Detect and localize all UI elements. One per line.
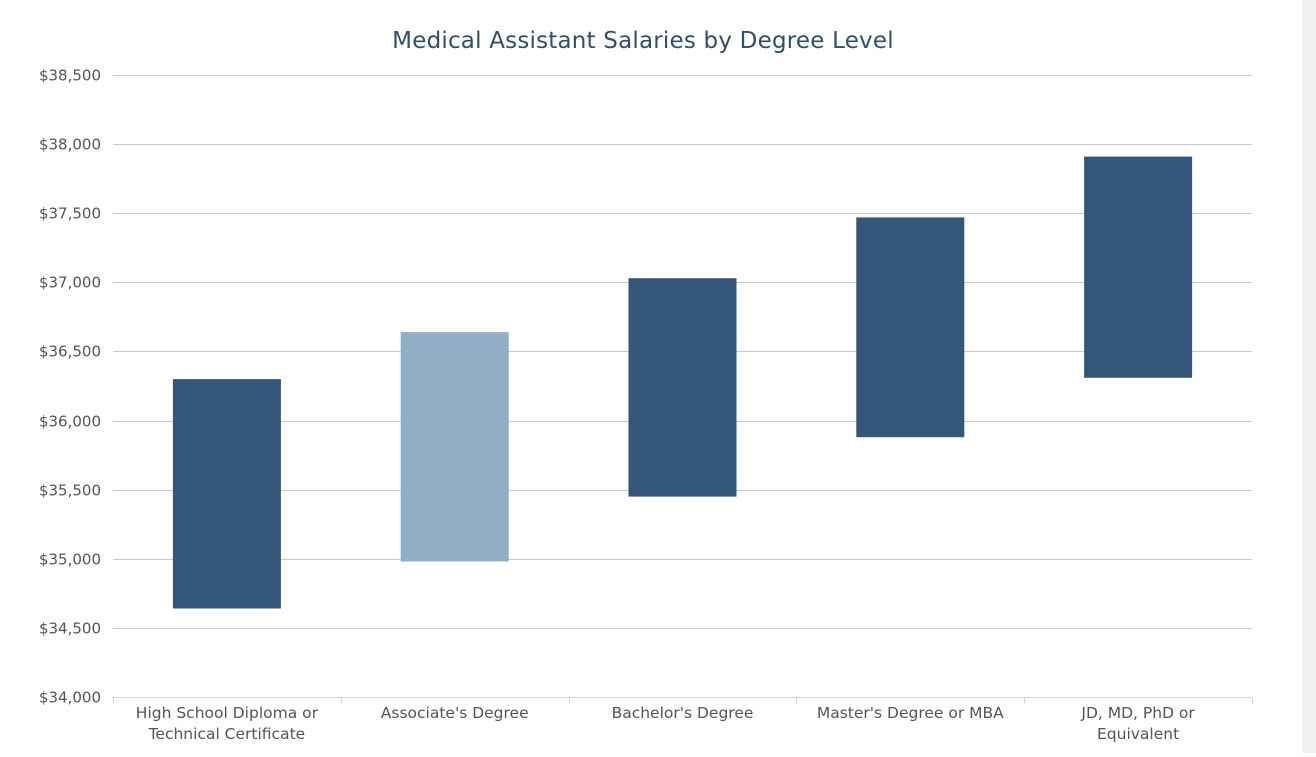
x-category-label-line: Associate's Degree xyxy=(381,704,529,722)
x-category-label: High School Diploma or Technical Certific… xyxy=(136,704,319,743)
y-tick-label: $35,000 xyxy=(39,551,101,569)
y-tick-label: $35,500 xyxy=(39,482,101,500)
bar-3 xyxy=(628,278,737,497)
x-category-label: Master's Degree or MBA xyxy=(817,704,1004,722)
bar-5 xyxy=(1084,156,1193,378)
x-category-label: Associate's Degree xyxy=(381,704,529,722)
x-category-label-line: Master's Degree or MBA xyxy=(817,704,1004,722)
x-category-label-line: Equivalent xyxy=(1097,725,1179,743)
y-tick-label: $37,000 xyxy=(39,274,101,292)
x-category-label-line: JD, MD, PhD or xyxy=(1080,704,1195,722)
bar-1 xyxy=(172,379,281,609)
vertical-scrollbar[interactable] xyxy=(1302,0,1316,753)
y-tick-label: $38,500 xyxy=(39,67,101,85)
y-tick-label: $37,500 xyxy=(39,205,101,223)
x-category-label: JD, MD, PhD or Equivalent xyxy=(1080,704,1195,743)
bar-2 xyxy=(400,332,509,562)
x-category-label-line: Technical Certificate xyxy=(148,725,306,743)
y-tick-label: $34,500 xyxy=(39,620,101,638)
x-category-label-line: High School Diploma or xyxy=(136,704,319,722)
x-category-label: Bachelor's Degree xyxy=(612,704,754,722)
x-category-label-line: Bachelor's Degree xyxy=(612,704,754,722)
chart-title: Medical Assistant Salaries by Degree Lev… xyxy=(392,28,894,54)
y-tick-label: $36,000 xyxy=(39,413,101,431)
y-tick-label: $38,000 xyxy=(39,136,101,154)
bar-4 xyxy=(856,217,965,438)
y-tick-label: $36,500 xyxy=(39,343,101,361)
y-tick-label: $34,000 xyxy=(39,689,101,707)
